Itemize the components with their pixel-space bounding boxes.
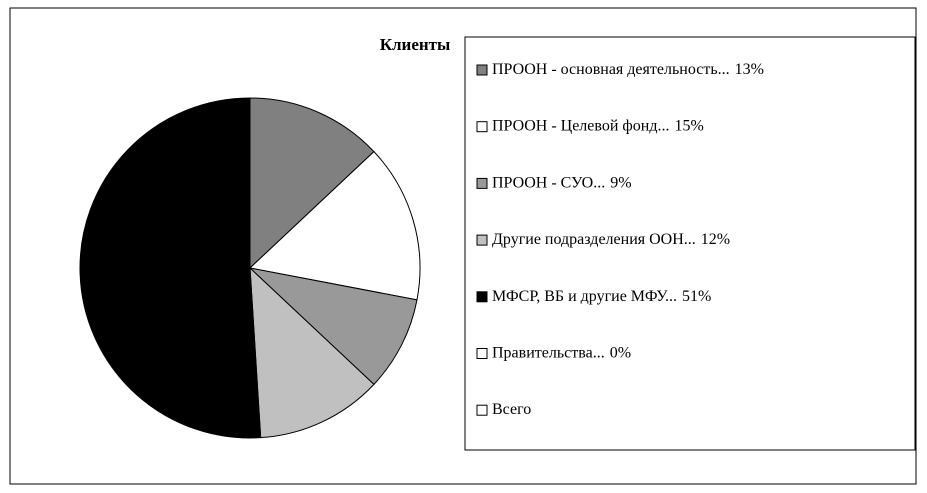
legend-value: 13% (735, 61, 764, 78)
chart-title: Клиенты (380, 35, 451, 54)
legend-swatch (476, 121, 488, 133)
legend-label: Всего (492, 401, 531, 418)
legend-category: МФСР, ВБ и другие МФУ... (492, 287, 677, 304)
legend-box (464, 36, 916, 451)
legend-swatch (476, 234, 488, 246)
legend-category: Другие подразделения ООН... (492, 231, 696, 248)
legend-swatch (476, 404, 488, 416)
pie-slice (248, 150, 421, 301)
legend-label: ПРООН - Целевой фонд... 15% (492, 117, 704, 134)
legend-category: Всего (492, 401, 531, 418)
pie-slice (248, 267, 418, 386)
legend-label: МФСР, ВБ и другие МФУ... 51% (492, 287, 711, 304)
legend-value: 15% (674, 117, 703, 134)
pie-slice (79, 97, 262, 439)
legend-value: 0% (610, 344, 631, 361)
legend-swatch (476, 291, 488, 303)
legend-label: ПРООН - СУО... 9% (492, 174, 632, 191)
legend-value: 51% (682, 287, 711, 304)
legend-value: 12% (701, 231, 730, 248)
pie-slice (249, 266, 375, 439)
legend-swatch (476, 64, 488, 76)
legend-label: Другие подразделения ООН... 12% (492, 231, 730, 248)
legend-swatch (476, 177, 488, 189)
legend-category: ПРООН - основная деятельность... (492, 61, 730, 78)
pie-slice (249, 97, 375, 270)
legend-category: ПРООН - Целевой фонд... (492, 117, 669, 134)
legend-category: ПРООН - СУО... (492, 174, 605, 191)
legend-label: Правительства... 0% (492, 344, 631, 361)
legend-category: Правительства... (492, 344, 605, 361)
legend-value: 9% (610, 174, 631, 191)
legend-label: ПРООН - основная деятельность... 13% (492, 61, 764, 78)
legend-swatch (476, 348, 488, 359)
